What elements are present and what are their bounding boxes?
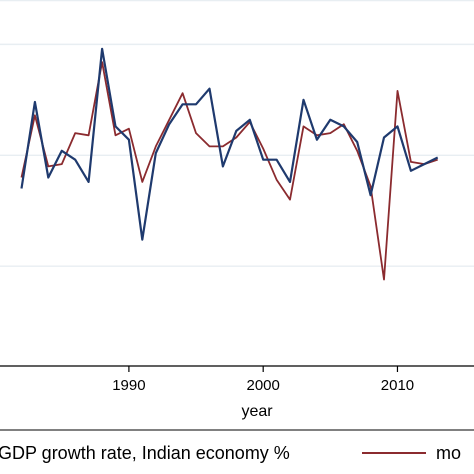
series-lines xyxy=(20,47,439,281)
series-line-mo xyxy=(20,61,438,281)
x-tick-label: 2000 xyxy=(246,377,279,394)
x-tick-label: 1990 xyxy=(112,377,145,394)
legend-label-gdp-growth: GDP growth rate, Indian economy % xyxy=(0,443,290,463)
x-axis-title: year xyxy=(241,403,273,420)
gridlines xyxy=(0,0,474,267)
legend: GDP growth rate, Indian economy % mo xyxy=(0,429,474,474)
x-axis: 1990 2000 2010 xyxy=(0,365,474,394)
x-tick-label: 2010 xyxy=(381,377,414,394)
legend-label-mo: mo xyxy=(436,443,461,463)
series-line-gdp-growth xyxy=(20,47,439,241)
